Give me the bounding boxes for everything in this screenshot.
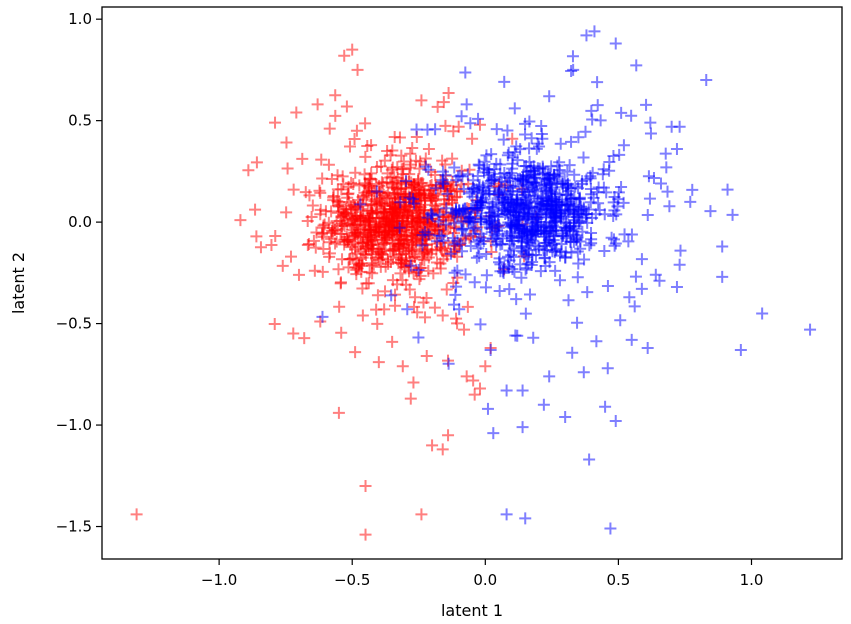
x-tick-label: 0.0 [473, 571, 497, 589]
plot-points [130, 25, 817, 541]
y-tick-label: −1.0 [56, 416, 92, 434]
series-2-markers [316, 25, 817, 535]
y-tick-label: 1.0 [68, 10, 92, 28]
y-axis-label: latent 2 [9, 252, 28, 314]
y-tick-label: 0.0 [68, 213, 92, 231]
y-tick-label: −0.5 [56, 315, 92, 333]
x-axis: −1.0 −0.5 0.0 0.5 1.0 [201, 559, 764, 589]
x-tick-label: 0.5 [606, 571, 630, 589]
x-tick-label: −1.0 [201, 571, 237, 589]
plot-frame [101, 6, 843, 560]
y-tick-label: −1.5 [56, 518, 92, 536]
x-axis-label: latent 1 [441, 601, 503, 620]
y-axis: −1.5 −1.0 −0.5 0.0 0.5 1.0 [56, 10, 102, 536]
x-tick-label: 1.0 [740, 571, 764, 589]
y-tick-label: 0.5 [68, 112, 92, 130]
x-tick-label: −0.5 [334, 571, 370, 589]
